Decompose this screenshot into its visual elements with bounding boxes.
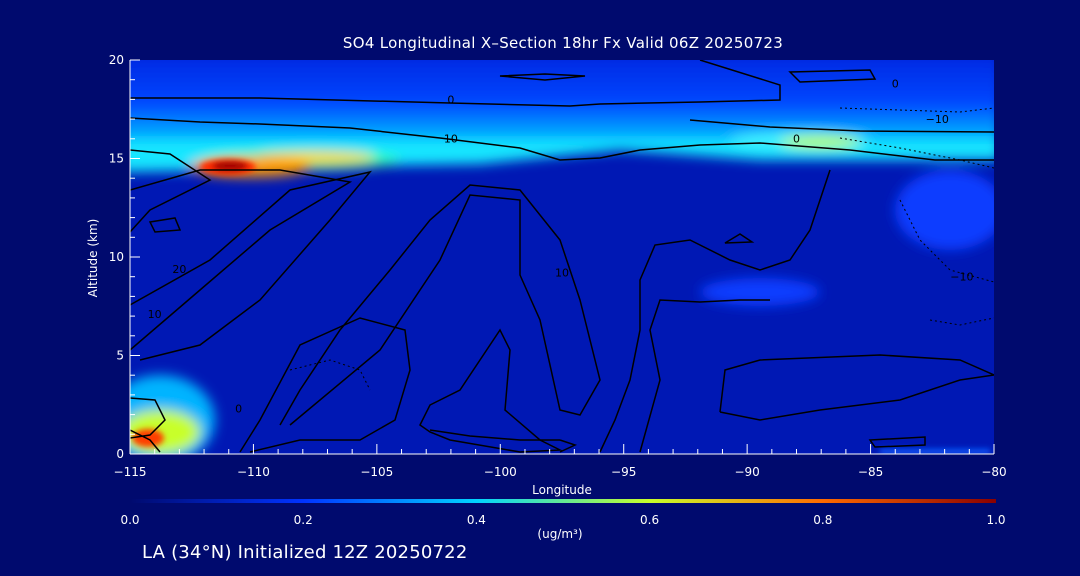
- colorbar-ticks: 0.0 0.2 0.4 0.6 0.8 1.0: [120, 513, 1005, 527]
- x-axis-label: Longitude: [532, 483, 592, 497]
- y-tick-label: 15: [109, 152, 124, 166]
- x-tick-label: −85: [858, 465, 883, 479]
- contour-surface-c: [559, 439, 578, 453]
- contour-10: [130, 117, 994, 161]
- footer-text: LA (34°N) Initialized 12Z 20250722: [142, 542, 468, 563]
- contour-surface-d: [429, 429, 560, 441]
- east-patch: [780, 136, 860, 148]
- contours: [130, 60, 994, 453]
- surface-east: [880, 449, 990, 454]
- surface-mid: [130, 410, 200, 454]
- dashed-contour-upper: [839, 107, 994, 113]
- contour-label: 20: [172, 263, 186, 276]
- contour-0-top: [130, 60, 781, 107]
- concentration-field: [130, 60, 994, 454]
- x-tick-label: −115: [114, 465, 147, 479]
- dashed-contour-low: [929, 317, 994, 326]
- x-tick-label: −90: [734, 465, 759, 479]
- y-axis-ticks: 0 5 10 15 20: [109, 53, 140, 461]
- contour-label: 0: [892, 78, 899, 91]
- contour-cell-tiny: [724, 233, 755, 244]
- contour-label: 10: [148, 308, 162, 321]
- colorbar-tick-label: 0.4: [467, 513, 486, 527]
- mid-blob: [700, 278, 820, 306]
- x-tick-label: −80: [981, 465, 1006, 479]
- contour-0-cell-east: [788, 69, 877, 83]
- contour-east-low-b: [719, 374, 994, 421]
- east-blob: [895, 170, 994, 250]
- contour-label: −10: [950, 271, 973, 284]
- colorbar-tick-label: 0.0: [120, 513, 139, 527]
- contour-label: 0: [235, 403, 242, 416]
- x-tick-label: −95: [611, 465, 636, 479]
- x-tick-label: −100: [484, 465, 517, 479]
- y-tick-label: 5: [116, 349, 124, 363]
- max-core: [212, 161, 248, 171]
- contour-label: −10: [926, 113, 949, 126]
- contour-low-a: [419, 328, 563, 453]
- colorbar-tick-label: 0.8: [813, 513, 832, 527]
- negative-contours: [289, 107, 994, 391]
- dashed-contour-plume: [289, 359, 371, 391]
- y-tick-label: 0: [116, 447, 124, 461]
- y-axis-label: Altitude (km): [86, 219, 100, 298]
- y-tick-label: 20: [109, 53, 124, 67]
- contour-east-low: [719, 354, 994, 413]
- contour-surface-east: [868, 436, 926, 448]
- contour-10-west: [130, 170, 372, 361]
- x-tick-label: −105: [360, 465, 393, 479]
- contour-label: 10: [444, 133, 458, 146]
- surface-max: [132, 429, 164, 447]
- colorbar-tick-label: 1.0: [986, 513, 1005, 527]
- contour-east-mid: [639, 299, 770, 453]
- colorbar-units: (ug/m³): [537, 527, 583, 541]
- contour-surface-b: [130, 429, 161, 453]
- colorbar-tick-label: 0.2: [294, 513, 313, 527]
- x-axis-ticks: −115 −110 −105 −100 −95 −90 −85 −80: [114, 444, 1007, 479]
- colorbar-tick-label: 0.6: [640, 513, 659, 527]
- contour-cell-small: [148, 217, 182, 233]
- contour-central: [279, 184, 601, 426]
- contour-east-tall: [599, 169, 831, 453]
- contour-west-a: [130, 149, 212, 233]
- contour-0-east: [689, 119, 994, 133]
- chart-title: SO4 Longitudinal X–Section 18hr Fx Valid…: [342, 34, 784, 52]
- contour-label: 0: [447, 93, 454, 106]
- contour-20: [130, 169, 353, 351]
- contour-labels: 0 0 0 10 −10 −10 20 10 10 0: [148, 78, 974, 416]
- contour-plume: [239, 317, 411, 453]
- contour-label: 0: [793, 133, 800, 146]
- dashed-contour-east: [899, 199, 994, 283]
- y-tick-label: 10: [109, 250, 124, 264]
- dashed-contour-mid: [839, 137, 994, 169]
- contour-label: 10: [555, 267, 569, 280]
- colorbar: [130, 499, 996, 503]
- x-tick-label: −110: [237, 465, 270, 479]
- contour-0-cell: [499, 73, 586, 81]
